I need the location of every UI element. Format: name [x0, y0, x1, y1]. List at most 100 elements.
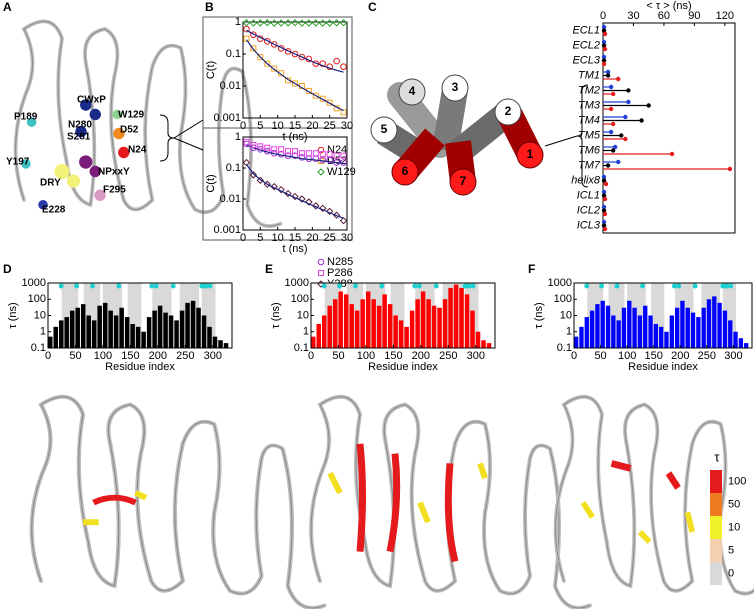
head	[601, 208, 607, 213]
bar	[409, 310, 415, 348]
helix-label: 4	[409, 84, 416, 98]
x-tick-label: 25	[324, 120, 336, 132]
bar	[130, 323, 135, 348]
data-point	[312, 19, 320, 27]
head	[601, 219, 607, 225]
x-tick-label: 30	[341, 120, 353, 132]
data-point	[285, 148, 292, 155]
data-point	[298, 53, 306, 61]
bar	[393, 315, 398, 348]
data-point	[250, 31, 257, 39]
head	[605, 69, 611, 75]
head	[602, 196, 608, 202]
legend-marker	[317, 146, 325, 154]
lollipop	[602, 226, 608, 232]
bar	[637, 315, 643, 348]
bar	[643, 305, 648, 348]
data-point	[277, 185, 285, 194]
lollipop	[601, 174, 607, 180]
data-point	[312, 150, 319, 157]
lollipop	[602, 46, 608, 52]
lollipop	[603, 151, 675, 157]
data-point	[264, 144, 271, 151]
bar	[311, 336, 316, 348]
lollipop	[603, 159, 621, 165]
fit-line	[246, 144, 344, 165]
colorbar-swatch	[710, 516, 722, 539]
head	[669, 151, 675, 157]
residue-label: N280	[68, 120, 92, 131]
bar	[86, 315, 91, 348]
x-axis-label: Residue index	[628, 361, 698, 373]
data-point	[257, 54, 264, 61]
category-label: helix8	[571, 174, 601, 186]
site-marker	[352, 283, 358, 289]
colorbar-swatch	[710, 470, 722, 493]
y-tick-label: 10	[560, 309, 572, 321]
y-tick-label: 1	[303, 326, 309, 338]
bar	[659, 326, 664, 348]
colorbar-label: 0	[728, 567, 734, 579]
data-point	[257, 143, 264, 150]
bar	[459, 287, 464, 348]
y-axis-label: τ (ns)	[270, 302, 282, 328]
head	[601, 28, 607, 33]
colorbar-label: 50	[728, 498, 740, 510]
site-marker	[692, 283, 698, 289]
lollipop	[602, 31, 608, 37]
data-point	[333, 57, 340, 65]
bar	[338, 291, 343, 348]
y-axis-label: C(t)	[205, 61, 217, 79]
site-marker	[89, 283, 95, 289]
structure-a	[13, 19, 283, 229]
data-point	[277, 19, 285, 27]
bar	[316, 323, 321, 348]
x-tick-label: 30	[341, 232, 353, 244]
bar	[442, 299, 448, 348]
bar	[146, 317, 152, 348]
panel-label: D	[3, 262, 12, 276]
data-point	[298, 154, 306, 161]
data-point	[270, 41, 278, 48]
category-label: TM4	[578, 114, 600, 126]
colorbar-label: 5	[728, 544, 734, 556]
colorbar-swatch	[710, 562, 722, 585]
connector	[173, 137, 204, 151]
site-marker	[433, 283, 439, 289]
lollipop	[603, 106, 614, 112]
data-point	[256, 176, 265, 185]
x-tick-label: 300	[724, 350, 742, 362]
category-label: TM1	[578, 69, 600, 81]
bar	[64, 317, 69, 348]
lollipop	[603, 163, 611, 168]
data-point	[284, 19, 292, 27]
bar	[218, 340, 223, 348]
bar	[674, 307, 680, 348]
site-marker	[416, 283, 422, 289]
head	[610, 121, 616, 127]
bar	[201, 315, 207, 348]
lollipop	[603, 129, 614, 135]
fit-line	[245, 164, 344, 219]
data-point	[278, 146, 285, 153]
data-point	[284, 189, 292, 198]
head	[608, 84, 614, 90]
bar	[486, 343, 492, 348]
data-point	[340, 109, 347, 116]
site-marker	[728, 283, 734, 289]
bar	[349, 304, 354, 348]
data-point	[263, 19, 271, 27]
bar	[354, 310, 360, 348]
bar	[321, 315, 327, 348]
x-tick-label: 5	[257, 120, 263, 132]
y-tick-label: 1000	[548, 277, 572, 289]
y-tick-label: 100	[291, 293, 309, 305]
head	[610, 91, 616, 97]
bar	[664, 331, 669, 348]
head	[601, 193, 607, 198]
legend-marker	[317, 258, 325, 266]
site-marker	[74, 283, 80, 289]
fit-line	[246, 29, 344, 73]
bar	[223, 343, 229, 348]
